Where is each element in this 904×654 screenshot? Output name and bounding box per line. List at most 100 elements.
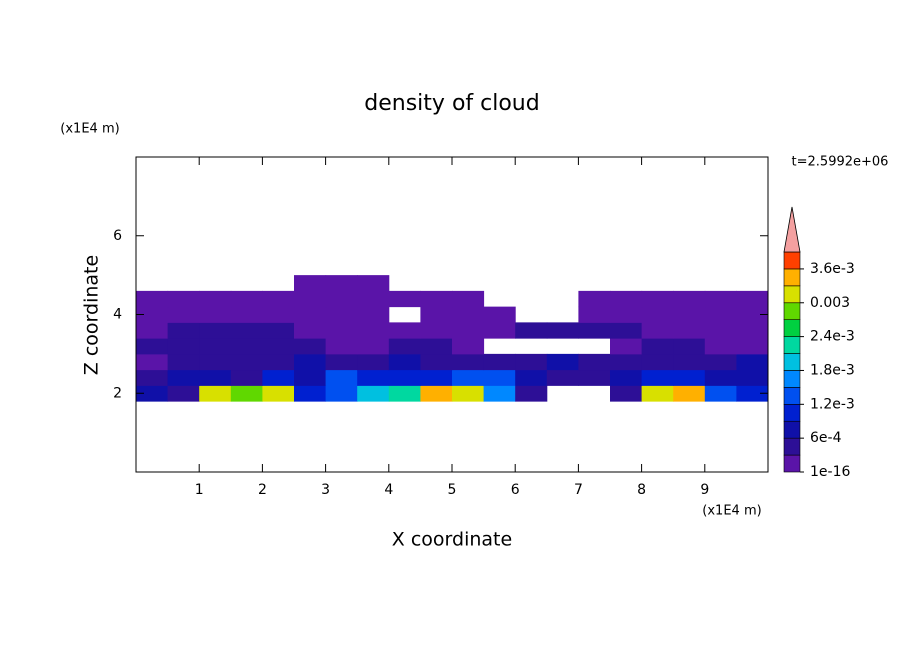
contour-cell [452, 322, 485, 339]
contour-cell [610, 353, 643, 371]
contour-cell [420, 306, 453, 323]
contour-cell [294, 353, 327, 371]
contour-cell [420, 290, 453, 308]
contour-cell [199, 385, 232, 402]
contour-cell [294, 306, 327, 323]
contour-cell [199, 322, 232, 339]
contour-cell [420, 369, 453, 386]
contour-cell [325, 338, 358, 355]
contour-cell [136, 338, 169, 355]
contour-cell [136, 369, 169, 386]
contour-cell [199, 338, 232, 355]
contour-cell [546, 369, 579, 386]
contour-cell [230, 322, 263, 339]
chart-title: density of cloud [364, 91, 539, 116]
contour-cell [641, 290, 674, 308]
contour-cell [388, 353, 421, 371]
contour-cell [167, 306, 200, 323]
contour-cell [262, 369, 295, 386]
annotation: t=2.5992e+06 [792, 155, 889, 170]
contour-cell [325, 275, 358, 292]
x-tick-label: 2 [258, 482, 267, 498]
x-tick-label: 4 [384, 482, 393, 498]
contour-cell [515, 369, 548, 386]
contour-cell [704, 369, 737, 386]
x-tick-label: 6 [511, 482, 520, 498]
contour-cell [546, 353, 579, 371]
contour-cell [167, 369, 200, 386]
contour-cell [357, 338, 390, 355]
colorbar-tick-label: 0.003 [810, 295, 850, 311]
contour-cell [357, 385, 390, 402]
contour-cell [325, 306, 358, 323]
contour-cell [167, 385, 200, 402]
y-tick-label: 4 [113, 307, 122, 323]
contour-cell [610, 338, 643, 355]
contour-cell [736, 385, 769, 402]
colorbar-box [783, 285, 801, 304]
colorbar-box [783, 437, 801, 456]
colorbar-box [783, 302, 801, 320]
contour-cell [578, 322, 611, 339]
contour-cell [673, 385, 706, 402]
x-tick-label: 3 [321, 482, 330, 498]
contour-cell [736, 369, 769, 386]
contour-cell [136, 385, 169, 402]
contour-cell [136, 306, 169, 323]
contour-cell [673, 353, 706, 371]
colorbar-tick-label: 1e-16 [810, 464, 850, 480]
y-axis-label: Z coordinate [81, 255, 103, 375]
contour-cell [420, 322, 453, 339]
colorbar-box [783, 387, 801, 405]
x-tick-label: 7 [574, 482, 583, 498]
contour-cell [704, 353, 737, 371]
colorbar-tick-label: 2.4e-3 [810, 329, 855, 345]
contour-cell [704, 322, 737, 339]
contour-cell [388, 369, 421, 386]
contour-cell [736, 338, 769, 355]
contour-cell [199, 290, 232, 308]
colorbar-box [783, 268, 801, 287]
contour-cell [610, 369, 643, 386]
contour-cell [515, 353, 548, 371]
x-tick-label: 5 [448, 482, 457, 498]
contour-cell [262, 385, 295, 402]
contour-cell [704, 385, 737, 402]
contour-cell [230, 306, 263, 323]
colorbar-box [783, 251, 801, 270]
contour-cell [736, 353, 769, 371]
contour-cell [483, 353, 516, 371]
colorbar-box [783, 353, 801, 371]
contour-cell [357, 306, 390, 323]
contour-cell [578, 290, 611, 308]
contour-cell [357, 275, 390, 292]
contour-cell [262, 306, 295, 323]
contour-cell [610, 290, 643, 308]
contour-cell [325, 385, 358, 402]
contour-cell [452, 369, 485, 386]
colorbar-box [783, 370, 801, 388]
contour-cell [357, 322, 390, 339]
colorbar-tick-label: 3.6e-3 [810, 261, 855, 277]
contour-cell [199, 353, 232, 371]
colorbar-tick-label: 6e-4 [810, 430, 842, 446]
contour-cell [736, 306, 769, 323]
contour-cell [578, 306, 611, 323]
contour-cell [230, 290, 263, 308]
contour-cell [673, 322, 706, 339]
contour-cell [452, 385, 485, 402]
contour-cell [199, 306, 232, 323]
contour-cell [294, 275, 327, 292]
colorbar-box [783, 319, 801, 337]
colorbar-tick-label: 1.8e-3 [810, 362, 855, 378]
contour-cell [704, 306, 737, 323]
contour-cell [262, 338, 295, 355]
contour-cell [388, 290, 421, 308]
colorbar-tick-label: 1.2e-3 [810, 396, 855, 412]
contour-cell [673, 290, 706, 308]
contour-cell [230, 338, 263, 355]
contour-cell [262, 353, 295, 371]
contour-cell [641, 353, 674, 371]
contour-cell [610, 385, 643, 402]
